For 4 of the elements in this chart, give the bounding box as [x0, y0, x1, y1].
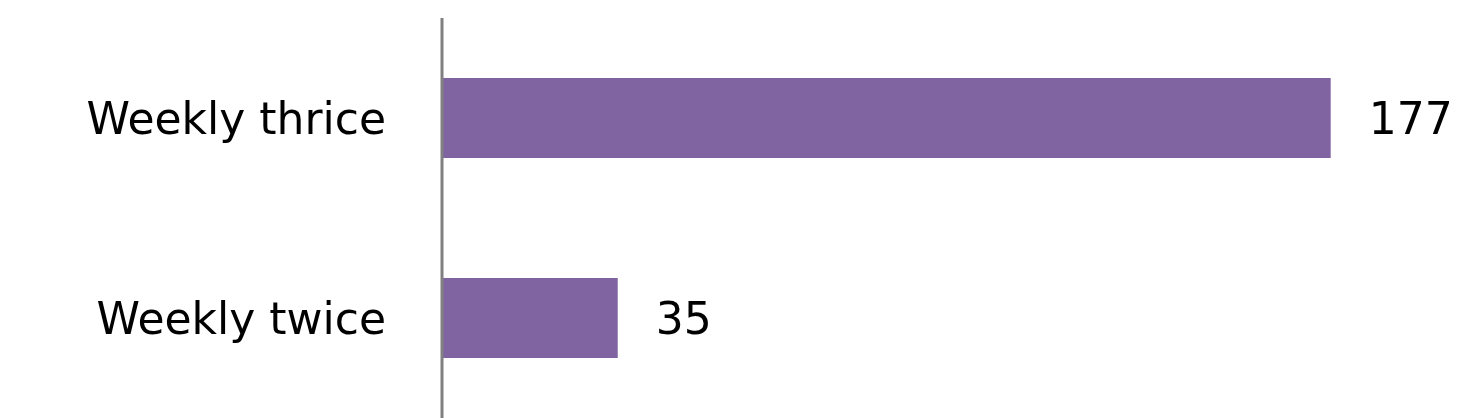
- data-label: 35: [655, 292, 712, 344]
- y-tick-label: Weekly twice: [96, 292, 386, 344]
- y-tick-label: Weekly thrice: [86, 92, 386, 144]
- data-label: 177: [1368, 92, 1453, 144]
